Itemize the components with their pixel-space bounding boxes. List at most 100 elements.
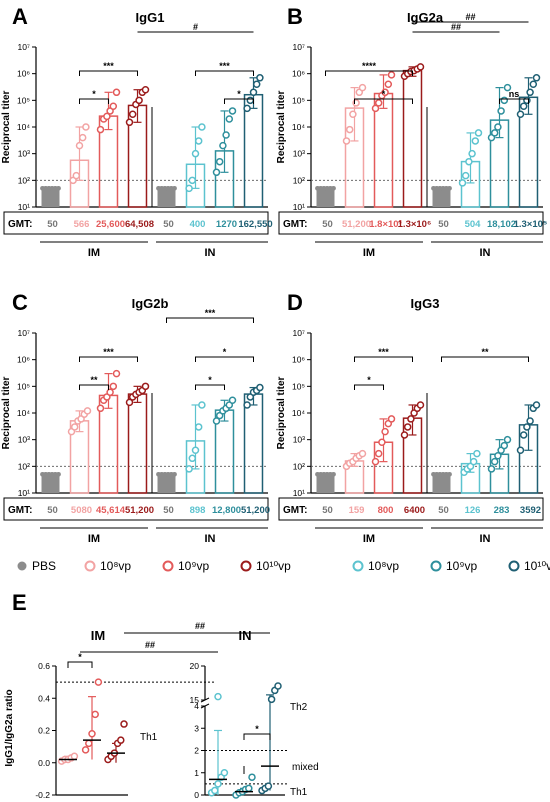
gmt-value: 50 <box>163 505 174 516</box>
data-point <box>56 471 61 477</box>
data-point <box>384 80 393 89</box>
data-point <box>112 88 121 97</box>
data-point <box>191 149 200 158</box>
data-point <box>109 382 118 391</box>
data-point <box>91 710 99 719</box>
data-point-outlier <box>214 692 222 701</box>
significance-label: **** <box>362 61 377 71</box>
annotation-th1-in: Th1 <box>290 787 308 798</box>
legend-label: 10⁹vp <box>446 559 477 573</box>
significance-bracket <box>243 733 271 740</box>
panel-c: C IgG2b Reciprocal titer 10¹ 10² 10³ 10⁴ 10⁵ 10⁶… <box>1 290 270 545</box>
data-point <box>188 176 197 185</box>
significance-label: ns <box>509 89 520 99</box>
significance-bracket <box>67 661 93 668</box>
panel-letter: E <box>12 590 27 615</box>
gmt-value: 1.8×10³ <box>369 219 402 230</box>
data-point <box>331 471 336 477</box>
bar-pbs <box>316 472 335 493</box>
gmt-value: 1270 <box>216 219 237 230</box>
data-point <box>194 137 203 145</box>
data-point <box>374 449 383 458</box>
data-point <box>532 401 541 409</box>
gmt-value: 45,614 <box>96 505 126 516</box>
y-tick-label: 10¹ <box>293 202 305 212</box>
y-tick-label: 10⁷ <box>292 328 305 338</box>
panel-letter: C <box>12 290 28 315</box>
y-tick-label: 10⁵ <box>292 381 305 391</box>
significance-bracket <box>354 384 384 390</box>
gmt-value: 51,200 <box>125 505 154 516</box>
data-point <box>120 720 128 728</box>
data-point <box>416 401 425 409</box>
data-point <box>490 457 499 466</box>
data-point <box>128 110 137 119</box>
bar <box>127 393 148 494</box>
y-tick-label: 10² <box>18 175 30 185</box>
data-point <box>245 784 253 793</box>
data-point <box>211 786 219 795</box>
data-point <box>494 123 502 131</box>
annotation-th2: Th2 <box>290 702 308 713</box>
y-axis-label: Reciprocal titer <box>1 90 12 163</box>
data-point <box>381 427 389 436</box>
data-point <box>532 74 541 82</box>
gmt-value: 50 <box>438 219 449 230</box>
y-tick-label: 10³ <box>18 435 30 445</box>
legend-marker <box>240 560 252 572</box>
significance-bracket <box>195 384 225 390</box>
data-point <box>349 110 357 119</box>
data-point <box>88 729 96 738</box>
gmt-value: 51,200 <box>342 219 371 230</box>
significance-bracket <box>79 98 109 104</box>
bar-pbs <box>41 186 60 207</box>
panel-e: E IM IN IgG1/IgG2a ratio 0.6 0.4 0.2 0.0 -0.2 * Th… <box>4 590 319 800</box>
data-point <box>403 423 412 431</box>
data-point <box>198 401 206 409</box>
data-point <box>70 752 79 761</box>
data-point <box>407 415 415 423</box>
data-point <box>243 104 251 113</box>
y-tick-label: 0 <box>194 790 199 800</box>
data-point <box>500 96 509 105</box>
significance-label: * <box>223 347 227 357</box>
data-point <box>500 441 509 450</box>
y-tick-label: 10⁴ <box>292 408 305 418</box>
y-axis-label: Reciprocal titer <box>276 376 287 449</box>
significance-label: ** <box>481 347 489 357</box>
significance-label: * <box>208 375 212 385</box>
gmt-value: 400 <box>190 219 206 230</box>
data-point <box>135 96 143 105</box>
y-tick-label: 10¹ <box>293 488 305 498</box>
data-point <box>256 74 264 82</box>
y-tick-label: 10⁴ <box>17 122 30 132</box>
bar-pbs <box>41 472 60 493</box>
data-point <box>172 471 177 477</box>
data-point <box>249 88 258 97</box>
data-point <box>358 449 367 458</box>
data-point <box>358 83 367 92</box>
legend-label: PBS <box>32 559 56 573</box>
significance-bracket <box>354 356 413 362</box>
data-point <box>371 104 380 113</box>
data-point <box>529 80 538 89</box>
data-point <box>82 123 90 131</box>
legend-marker <box>352 560 364 572</box>
gmt-value: 6400 <box>404 505 425 516</box>
data-point <box>400 431 409 439</box>
data-point <box>85 739 93 748</box>
data-point <box>256 383 264 392</box>
data-point <box>214 780 222 788</box>
data-point <box>331 185 336 191</box>
legend-label: 10⁸vp <box>100 559 131 573</box>
y-tick-label: 0.4 <box>38 693 50 703</box>
data-point <box>416 63 425 71</box>
data-point <box>212 168 221 177</box>
data-point <box>185 465 193 473</box>
gmt-value: 800 <box>378 505 394 516</box>
y-axis-label: IgG1/IgG2a ratio <box>4 689 15 766</box>
gmt-box <box>3 211 269 235</box>
significance-label: * <box>382 89 386 99</box>
data-point <box>497 107 505 115</box>
